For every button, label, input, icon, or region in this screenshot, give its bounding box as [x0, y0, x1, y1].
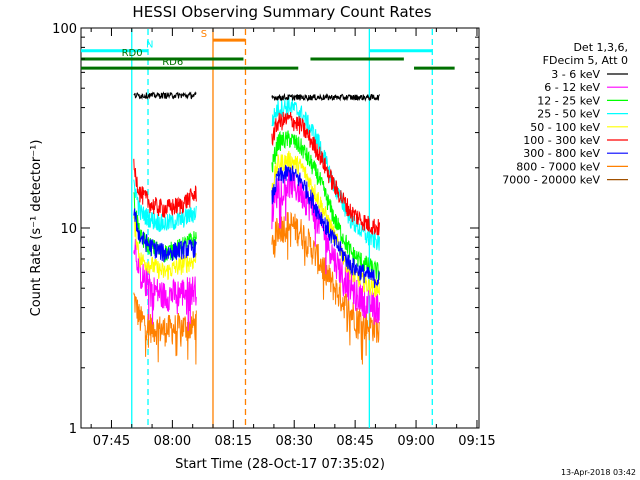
x-axis: 07:45 08:00 08:15 08:30 08:45 09:00 09:15 [90, 28, 496, 449]
flag-label-s: S [201, 29, 207, 40]
x-axis-label: Start Time (28-Oct-17 07:35:02) [175, 457, 385, 472]
flag-bars: N S RD0 RD6 [81, 29, 455, 70]
y-tick-label: 1 [69, 422, 77, 437]
flag-label-rd6: RD6 [162, 57, 183, 68]
flag-label-rd0: RD0 [122, 48, 143, 59]
legend-entry: 100 - 300 keV [523, 134, 600, 147]
series-trace [133, 208, 197, 262]
series-trace [271, 168, 380, 325]
x-tick-label: 08:00 [154, 434, 191, 449]
legend-entry: 25 - 50 keV [537, 108, 600, 121]
y-tick-label: 10 [60, 222, 77, 237]
legend-header: Det 1,3,6, [573, 41, 628, 54]
x-tick-label: 08:30 [275, 434, 312, 449]
series-trace [271, 164, 380, 288]
series-trace [271, 97, 380, 251]
x-tick-label: 07:45 [93, 434, 130, 449]
legend-entry: 12 - 25 keV [537, 94, 600, 107]
y-axis-label: Count Rate (s⁻¹ detector⁻¹) [29, 140, 44, 317]
legend-entry: 3 - 6 keV [551, 68, 600, 81]
series-trace [133, 292, 197, 365]
series-trace [271, 111, 380, 236]
x-tick-label: 08:45 [336, 434, 373, 449]
y-tick-label: 100 [52, 22, 77, 37]
x-tick-label: 09:15 [458, 434, 495, 449]
legend-entry: 6 - 12 keV [544, 81, 600, 94]
timestamp: 13-Apr-2018 03:42 [561, 468, 636, 477]
x-tick-label: 08:15 [215, 434, 252, 449]
series-trace [133, 215, 197, 280]
x-tick-label: 09:00 [397, 434, 434, 449]
legend-entry: 800 - 7000 keV [516, 160, 600, 173]
chart-title: HESSI Observing Summary Count Rates [132, 3, 431, 21]
series-layer [133, 91, 380, 365]
series-trace [133, 158, 197, 218]
legend-entry: 300 - 800 keV [523, 147, 600, 160]
legend-header: FDecim 5, Att 0 [543, 54, 628, 67]
y-axis: 1 10 100 [52, 22, 479, 437]
legend-entry: 7000 - 20000 keV [502, 174, 600, 187]
series-trace [133, 91, 197, 100]
series-trace [133, 238, 197, 332]
series-trace [271, 92, 380, 102]
flag-label-n: N [146, 40, 153, 51]
legend-entry: 50 - 100 keV [530, 121, 600, 134]
